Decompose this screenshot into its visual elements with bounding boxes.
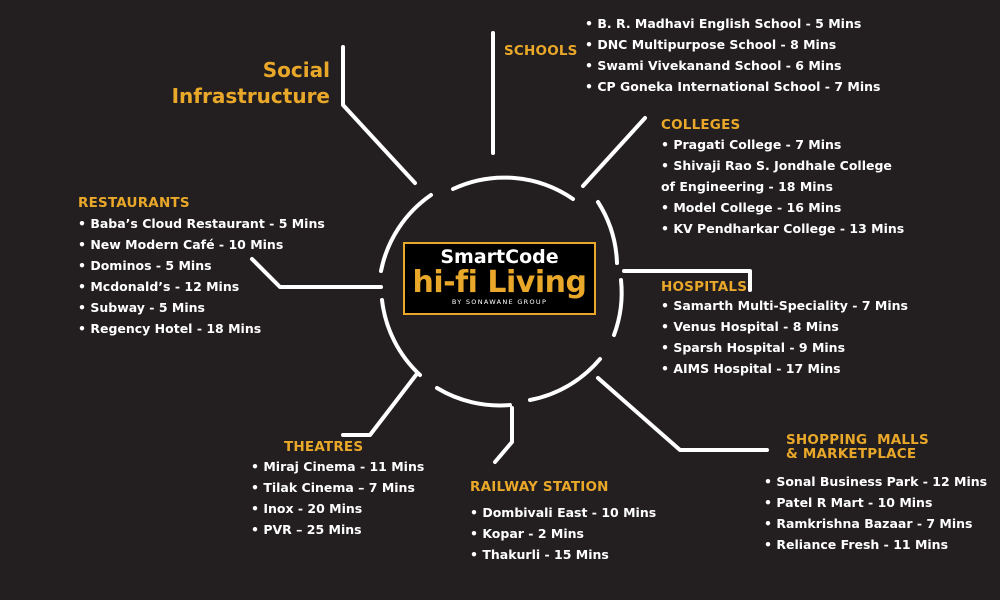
schools-heading: SCHOOLS	[504, 43, 578, 59]
list-item: • Mcdonald’s - 12 Mins	[78, 279, 240, 294]
connector-railway	[493, 406, 514, 464]
railway-heading: RAILWAY STATION	[470, 479, 609, 495]
connector-social	[341, 45, 417, 185]
list-item: • Reliance Fresh - 11 Mins	[764, 537, 949, 552]
list-item: • Sparsh Hospital - 9 Mins	[661, 340, 846, 355]
hub-arc-right-upper	[596, 200, 619, 265]
hub-arc-left-lower	[380, 298, 422, 377]
list-item: • Subway - 5 Mins	[78, 300, 205, 315]
railway-list: • Dombivali East - 10 Mins • Kopar - 2 M…	[470, 502, 656, 565]
colleges-heading: COLLEGES	[661, 117, 741, 133]
list-item: • CP Goneka International School - 7 Min…	[585, 79, 881, 94]
list-item: • Swami Vivekanand School - 6 Mins	[585, 58, 842, 73]
list-item: • KV Pendharkar College - 13 Mins	[661, 221, 905, 236]
list-item: • Kopar - 2 Mins	[470, 526, 584, 541]
logo-line-2: hi-fi Living	[412, 265, 587, 300]
brand-logo: SmartCode hi-fi Living BY SONAWANE GROUP	[403, 242, 596, 315]
list-item: • Regency Hotel - 18 Mins	[78, 321, 262, 336]
list-item: • Samarth Multi-Speciality - 7 Mins	[661, 298, 908, 313]
logo-line-1: SmartCode	[440, 246, 559, 268]
list-item: • Shivaji Rao S. Jondhale College	[661, 158, 892, 173]
list-item: • Thakurli - 15 Mins	[470, 547, 609, 562]
connector-restaurants	[250, 257, 383, 289]
list-item: • Ramkrishna Bazaar - 7 Mins	[764, 516, 973, 531]
hospitals-list: • Samarth Multi-Speciality - 7 Mins • Ve…	[661, 295, 908, 379]
restaurants-list: • Baba’s Cloud Restaurant - 5 Mins • New…	[78, 213, 325, 339]
malls-list: • Sonal Business Park - 12 Mins • Patel …	[764, 471, 987, 555]
theatres-heading: THEATRES	[284, 439, 364, 455]
list-item: • Inox - 20 Mins	[251, 501, 363, 516]
logo-line-3: BY SONAWANE GROUP	[451, 298, 548, 306]
list-item: • New Modern Café - 10 Mins	[78, 237, 284, 252]
list-item: of Engineering - 18 Mins	[661, 179, 833, 194]
list-item: • DNC Multipurpose School - 8 Mins	[585, 37, 837, 52]
hub-arc-left	[379, 193, 433, 273]
connector-malls	[596, 376, 769, 452]
theatres-list: • Miraj Cinema - 11 Mins • Tilak Cinema …	[251, 456, 424, 540]
list-item: • B. R. Madhavi English School - 5 Mins	[585, 16, 862, 31]
hub-arc-top	[451, 175, 575, 201]
connector-hospitals	[622, 269, 752, 292]
list-item: • AIMS Hospital - 17 Mins	[661, 361, 841, 376]
hub-arc-bottom-right	[528, 357, 602, 402]
hospitals-heading: HOSPITALS	[661, 279, 748, 295]
schools-list: • B. R. Madhavi English School - 5 Mins …	[585, 13, 880, 97]
list-item: • Model College - 16 Mins	[661, 200, 842, 215]
list-item: • Dombivali East - 10 Mins	[470, 505, 657, 520]
list-item: • Miraj Cinema - 11 Mins	[251, 459, 425, 474]
hub-arc-right	[612, 278, 624, 337]
list-item: • Venus Hospital - 8 Mins	[661, 319, 839, 334]
colleges-list: • Pragati College - 7 Mins • Shivaji Rao…	[661, 134, 904, 239]
list-item: • Tilak Cinema – 7 Mins	[251, 480, 415, 495]
page-title: Social Infrastructure	[171, 58, 330, 108]
restaurants-heading: RESTAURANTS	[78, 195, 190, 211]
list-item: • Baba’s Cloud Restaurant - 5 Mins	[78, 216, 325, 231]
list-item: • Patel R Mart - 10 Mins	[764, 495, 933, 510]
malls-heading-line-1: SHOPPING MALLS	[786, 432, 929, 448]
hub-arc-bottom	[435, 386, 512, 408]
malls-heading-line-2: & MARKETPLACE	[786, 446, 917, 462]
list-item: • PVR – 25 Mins	[251, 522, 362, 537]
list-item: • Dominos - 5 Mins	[78, 258, 212, 273]
list-item: • Pragati College - 7 Mins	[661, 137, 842, 152]
connector-colleges	[581, 116, 647, 188]
list-item: • Sonal Business Park - 12 Mins	[764, 474, 988, 489]
connector-theatres	[341, 373, 418, 437]
malls-heading: SHOPPING MALLS & MARKETPLACE	[786, 433, 929, 461]
